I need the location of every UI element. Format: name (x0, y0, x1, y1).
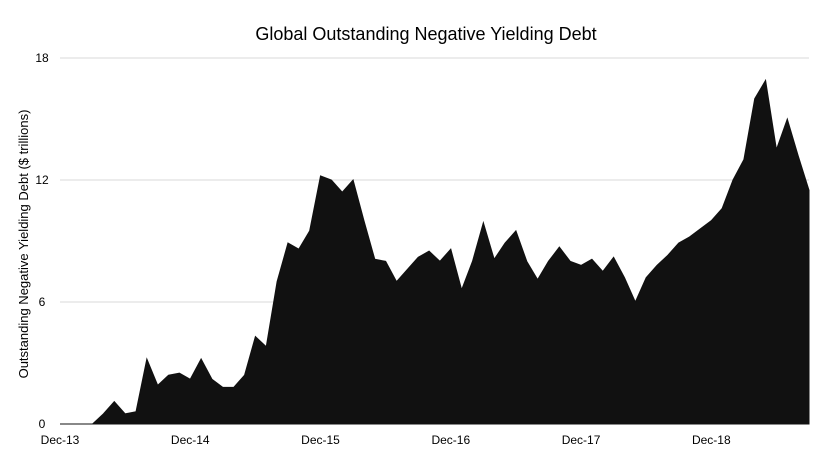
area-layer (60, 78, 810, 425)
x-tick-label-dec-13: Dec-13 (41, 433, 80, 447)
chart-title: Global Outstanding Negative Yielding Deb… (255, 24, 596, 44)
y-ticks-layer: 0 6 12 18 (35, 51, 49, 431)
negative-yielding-debt-area (60, 78, 810, 425)
y-tick-label-12: 12 (35, 173, 49, 187)
x-tick-label-dec-15: Dec-15 (301, 433, 340, 447)
y-tick-label-18: 18 (35, 51, 49, 65)
x-tick-label-dec-18: Dec-18 (692, 433, 731, 447)
x-tick-label-dec-17: Dec-17 (562, 433, 601, 447)
y-tick-label-0: 0 (39, 417, 46, 431)
y-axis-label: Outstanding Negative Yielding Debt ($ tr… (16, 110, 31, 379)
x-ticks-layer: Dec-13 Dec-14 Dec-15 Dec-16 Dec-17 Dec-18 (41, 433, 731, 447)
x-tick-label-dec-14: Dec-14 (171, 433, 210, 447)
y-tick-label-6: 6 (39, 295, 46, 309)
x-tick-label-dec-16: Dec-16 (431, 433, 470, 447)
